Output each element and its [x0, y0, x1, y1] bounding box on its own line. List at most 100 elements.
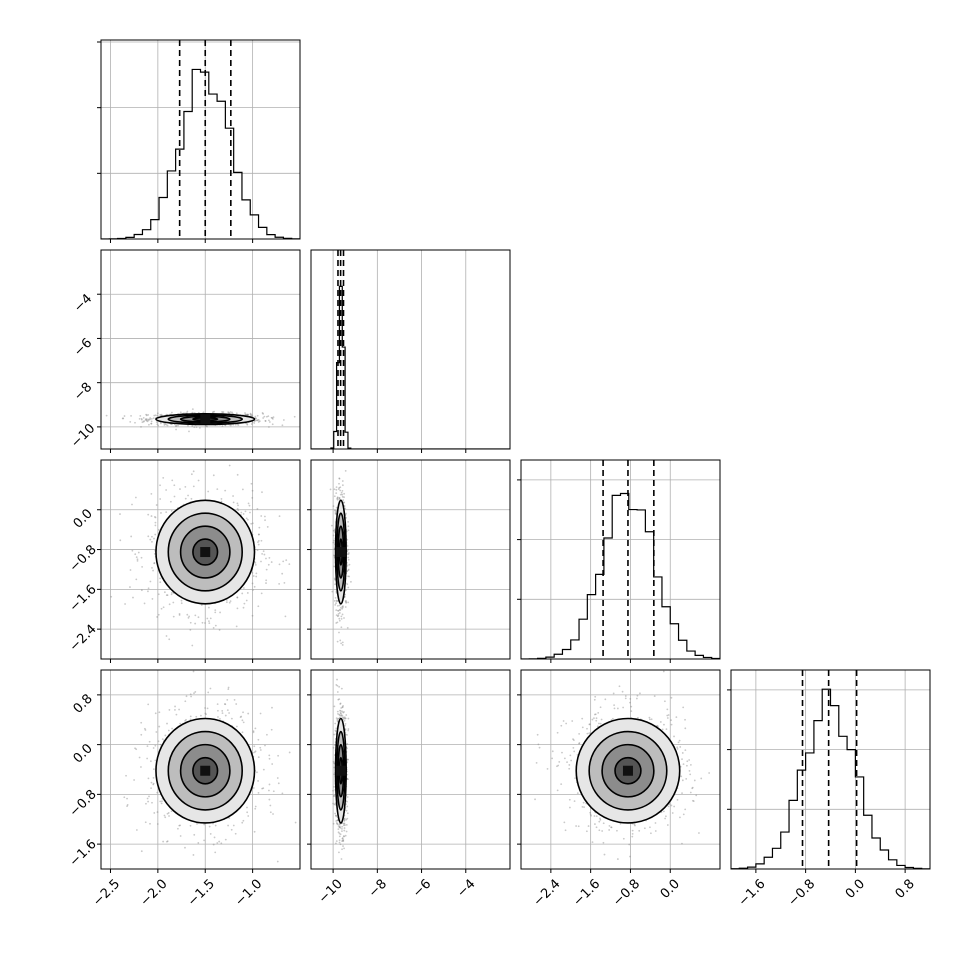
sample-point	[147, 418, 150, 421]
sample-point	[337, 825, 340, 827]
sample-point	[346, 805, 349, 808]
sample-point	[678, 739, 681, 742]
sample-point	[179, 488, 181, 490]
sample-point	[144, 821, 147, 824]
sample-point	[247, 712, 250, 715]
sample-point	[162, 840, 165, 843]
sample-point	[236, 507, 239, 510]
sample-point	[167, 812, 170, 814]
sample-point	[212, 474, 215, 477]
sample-point	[339, 710, 342, 712]
sample-point	[342, 839, 344, 842]
sample-point	[150, 492, 153, 495]
sample-point	[676, 746, 679, 749]
sample-point	[338, 851, 340, 854]
sample-point	[681, 842, 683, 845]
sample-point	[123, 796, 126, 799]
sample-point	[336, 710, 339, 713]
sample-point	[343, 717, 345, 720]
sample-point	[346, 800, 348, 803]
sample-point	[187, 616, 190, 619]
sample-point	[121, 417, 124, 420]
sample-point	[171, 591, 173, 594]
sample-point	[347, 552, 350, 554]
sample-point	[332, 802, 334, 805]
sample-point	[230, 717, 233, 720]
sample-point	[180, 599, 183, 602]
sample-point	[184, 719, 187, 722]
sample-point	[179, 835, 182, 837]
sample-point	[206, 617, 209, 620]
sample-point	[224, 703, 227, 706]
sample-point	[255, 417, 258, 420]
sample-point	[174, 709, 176, 711]
sample-point	[133, 779, 135, 781]
sample-point	[191, 411, 194, 414]
sample-point	[148, 795, 150, 798]
sample-point	[233, 698, 236, 701]
sample-point	[347, 569, 350, 572]
sample-point	[188, 615, 191, 618]
sample-point	[178, 824, 181, 827]
sample-point	[269, 804, 272, 807]
sample-point	[246, 422, 248, 425]
sample-point	[165, 635, 168, 637]
sample-point	[162, 606, 165, 609]
sample-point	[343, 492, 346, 495]
sample-point	[145, 802, 147, 805]
sample-point	[268, 783, 271, 786]
sample-point	[338, 826, 341, 829]
contour-0	[155, 717, 256, 824]
sample-point	[272, 416, 275, 419]
sample-point	[681, 792, 683, 795]
sample-point	[159, 577, 161, 580]
sample-point	[166, 424, 169, 427]
sample-point	[149, 538, 152, 541]
sample-point	[228, 817, 231, 820]
sample-point	[339, 486, 342, 489]
sample-point	[151, 566, 153, 569]
sample-point	[158, 711, 161, 714]
sample-point	[281, 792, 284, 795]
sample-point	[242, 587, 245, 589]
panel-3-1	[307, 669, 511, 873]
sample-point	[189, 628, 192, 631]
sample-point	[345, 601, 347, 603]
sample-point	[157, 740, 160, 743]
sample-point	[268, 798, 271, 801]
sample-point	[252, 589, 254, 591]
sample-point	[281, 424, 284, 427]
sample-point	[624, 695, 627, 697]
sample-point	[333, 554, 335, 557]
sample-point	[159, 422, 162, 425]
sample-point	[344, 728, 347, 731]
sample-point	[340, 858, 343, 860]
sample-point	[338, 477, 341, 480]
sample-point	[251, 571, 254, 574]
sample-point	[153, 562, 156, 564]
sample-point	[197, 842, 200, 844]
sample-point	[334, 510, 337, 512]
sample-point	[149, 822, 151, 825]
sample-point	[156, 791, 159, 794]
sample-point	[332, 541, 335, 544]
sample-point	[149, 417, 152, 419]
sample-point	[161, 738, 164, 741]
sample-point	[335, 506, 338, 509]
sample-point	[130, 414, 132, 417]
sample-point	[341, 706, 344, 709]
sample-point	[334, 512, 337, 515]
density-peak	[335, 765, 346, 776]
sample-point	[258, 420, 261, 423]
panel-frame	[100, 669, 301, 870]
sample-point	[341, 613, 344, 616]
sample-point	[332, 789, 334, 792]
sample-point	[255, 575, 258, 578]
sample-point	[240, 511, 243, 514]
sample-point	[186, 410, 189, 413]
sample-point	[135, 556, 138, 559]
sample-point	[140, 721, 143, 724]
sample-point	[278, 582, 281, 585]
sample-point	[339, 870, 341, 872]
sample-point	[337, 612, 340, 615]
